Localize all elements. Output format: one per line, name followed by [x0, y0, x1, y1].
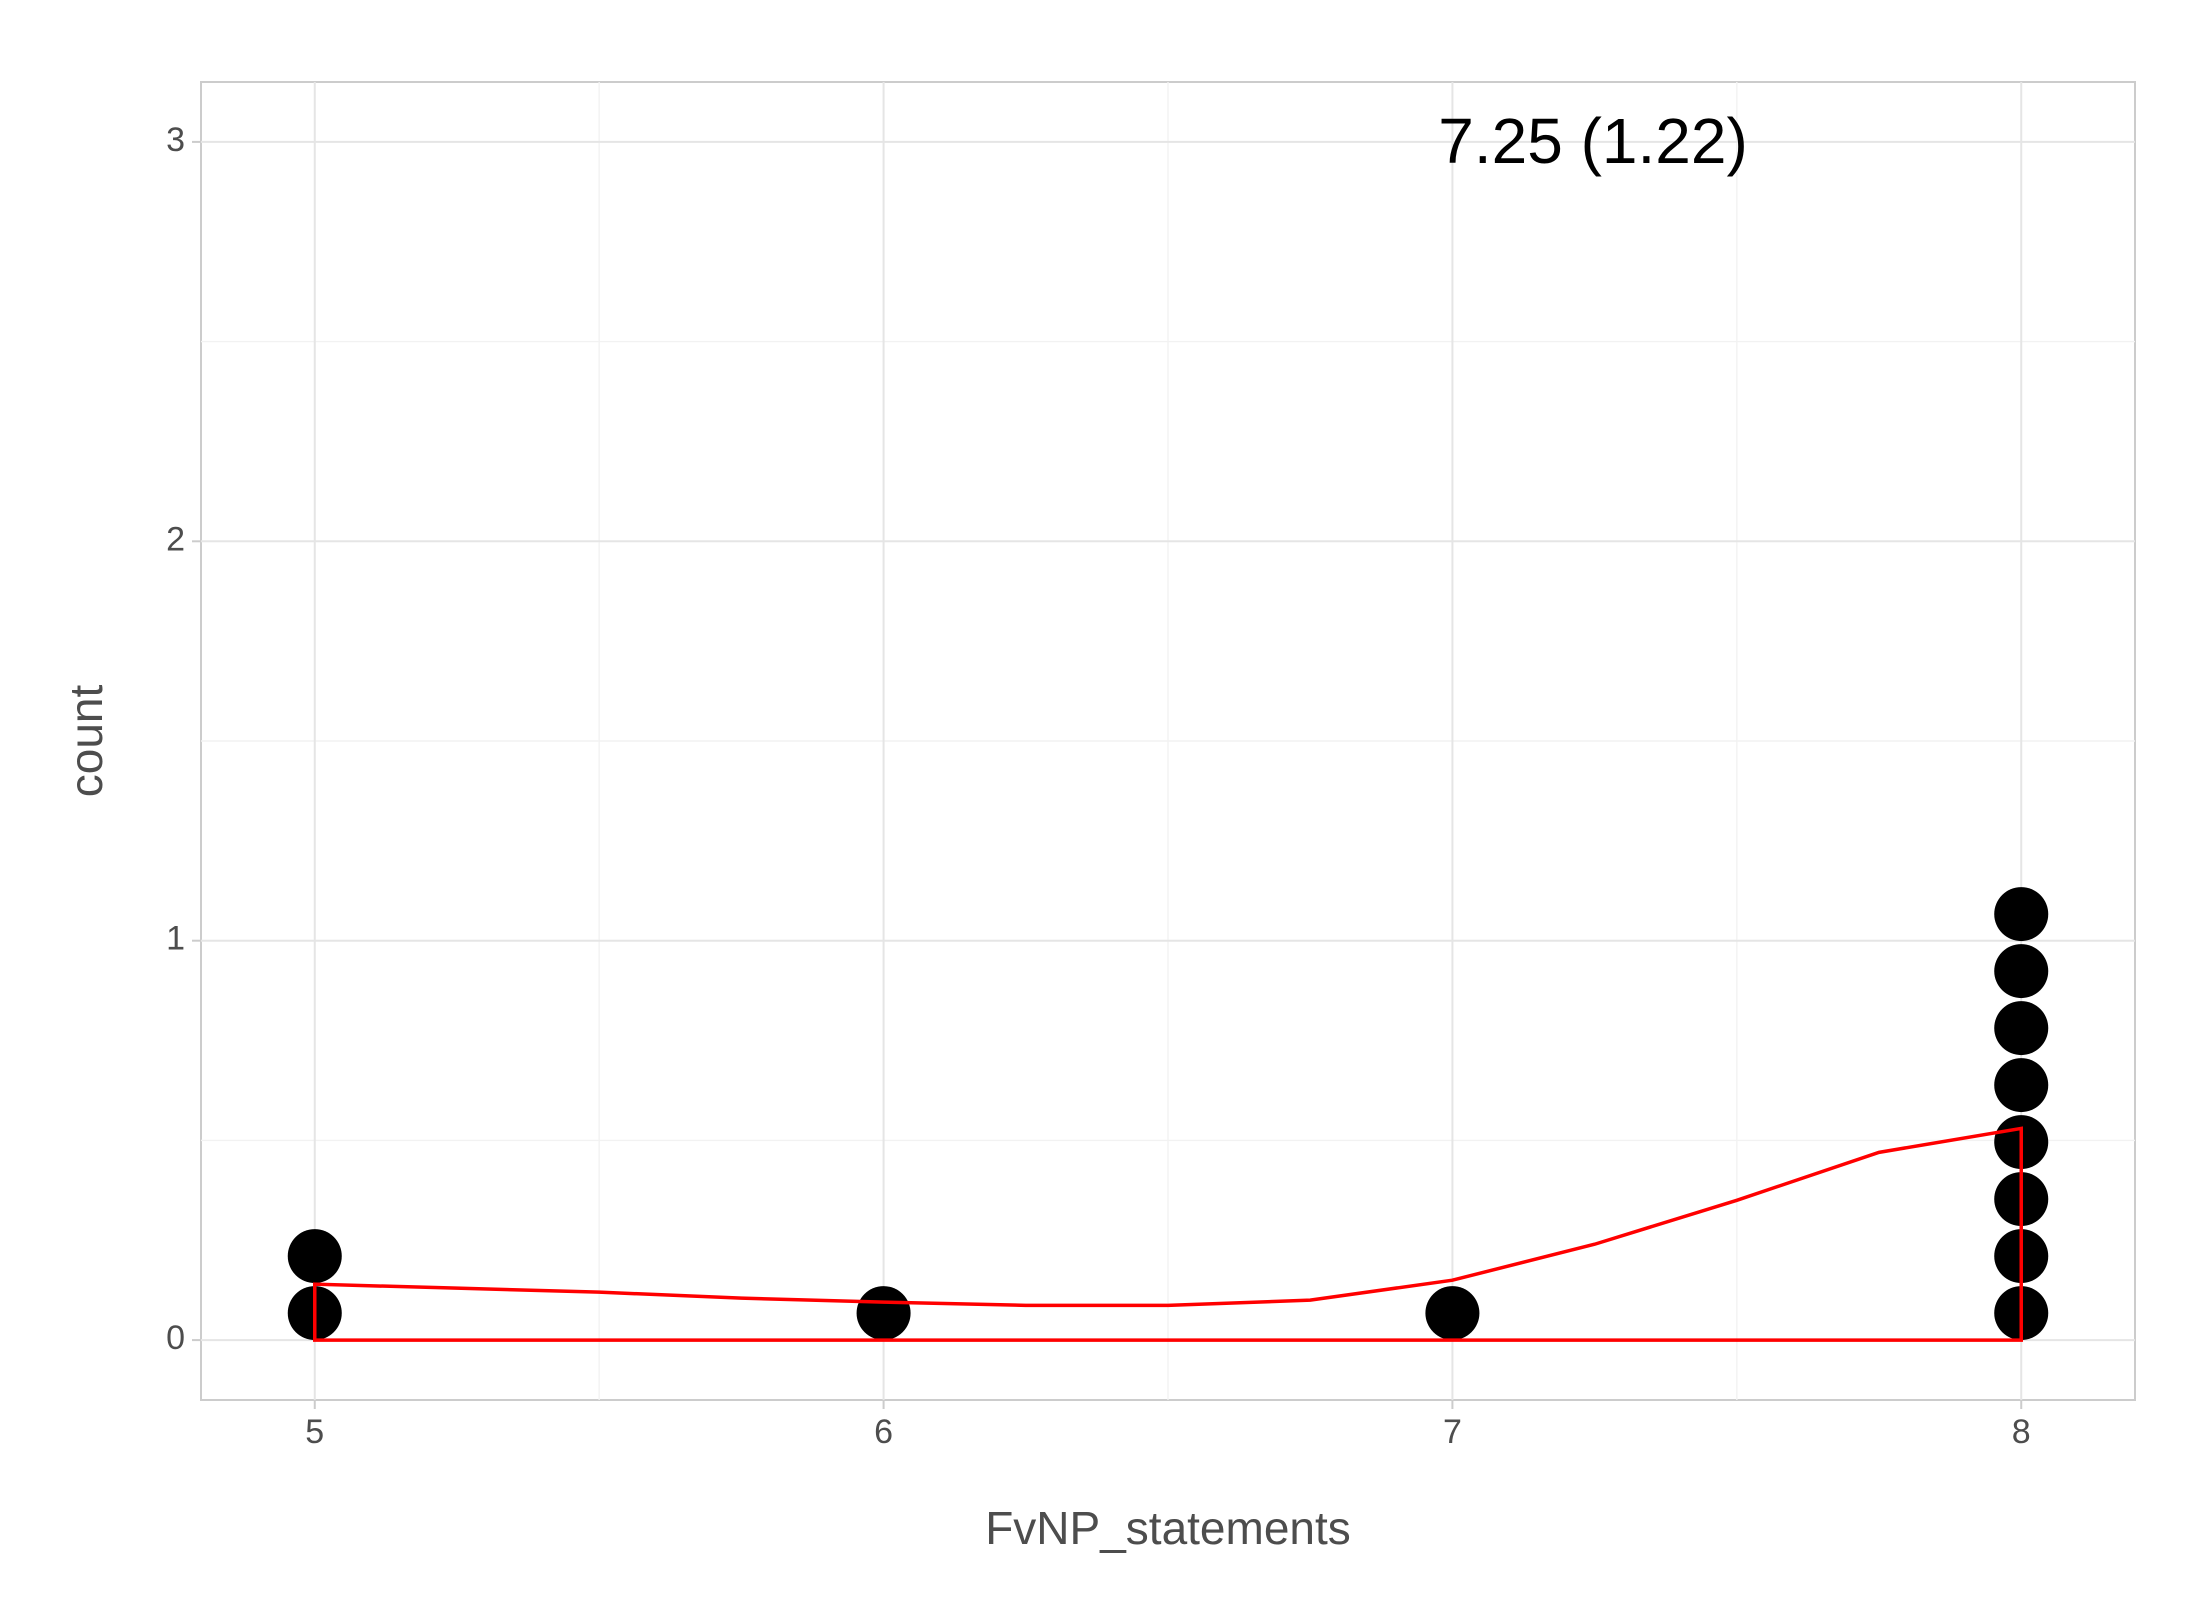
- dot: [1994, 1058, 2049, 1113]
- y-tick-label: 0: [166, 1319, 185, 1357]
- dot: [1425, 1286, 1480, 1341]
- x-axis-title: FvNP_statements: [985, 1502, 1351, 1554]
- dot: [287, 1229, 342, 1284]
- x-tick-label: 6: [874, 1413, 893, 1451]
- y-tick-label: 2: [166, 520, 185, 558]
- dot: [856, 1286, 911, 1341]
- density-curve: [313, 1126, 2023, 1342]
- marks: [287, 887, 2049, 1342]
- annotation: 7.25 (1.22): [1438, 105, 1748, 177]
- y-axis-title: count: [60, 685, 112, 798]
- x-tick-label: 7: [1443, 1413, 1462, 1451]
- y-tick-label: 1: [166, 920, 185, 958]
- dot: [1994, 944, 2049, 999]
- x-tick-label: 5: [305, 1413, 324, 1451]
- y-tick-label: 3: [166, 121, 185, 159]
- dot: [1994, 1001, 2049, 1056]
- dot: [1994, 887, 2049, 942]
- x-tick-label: 8: [2012, 1413, 2031, 1451]
